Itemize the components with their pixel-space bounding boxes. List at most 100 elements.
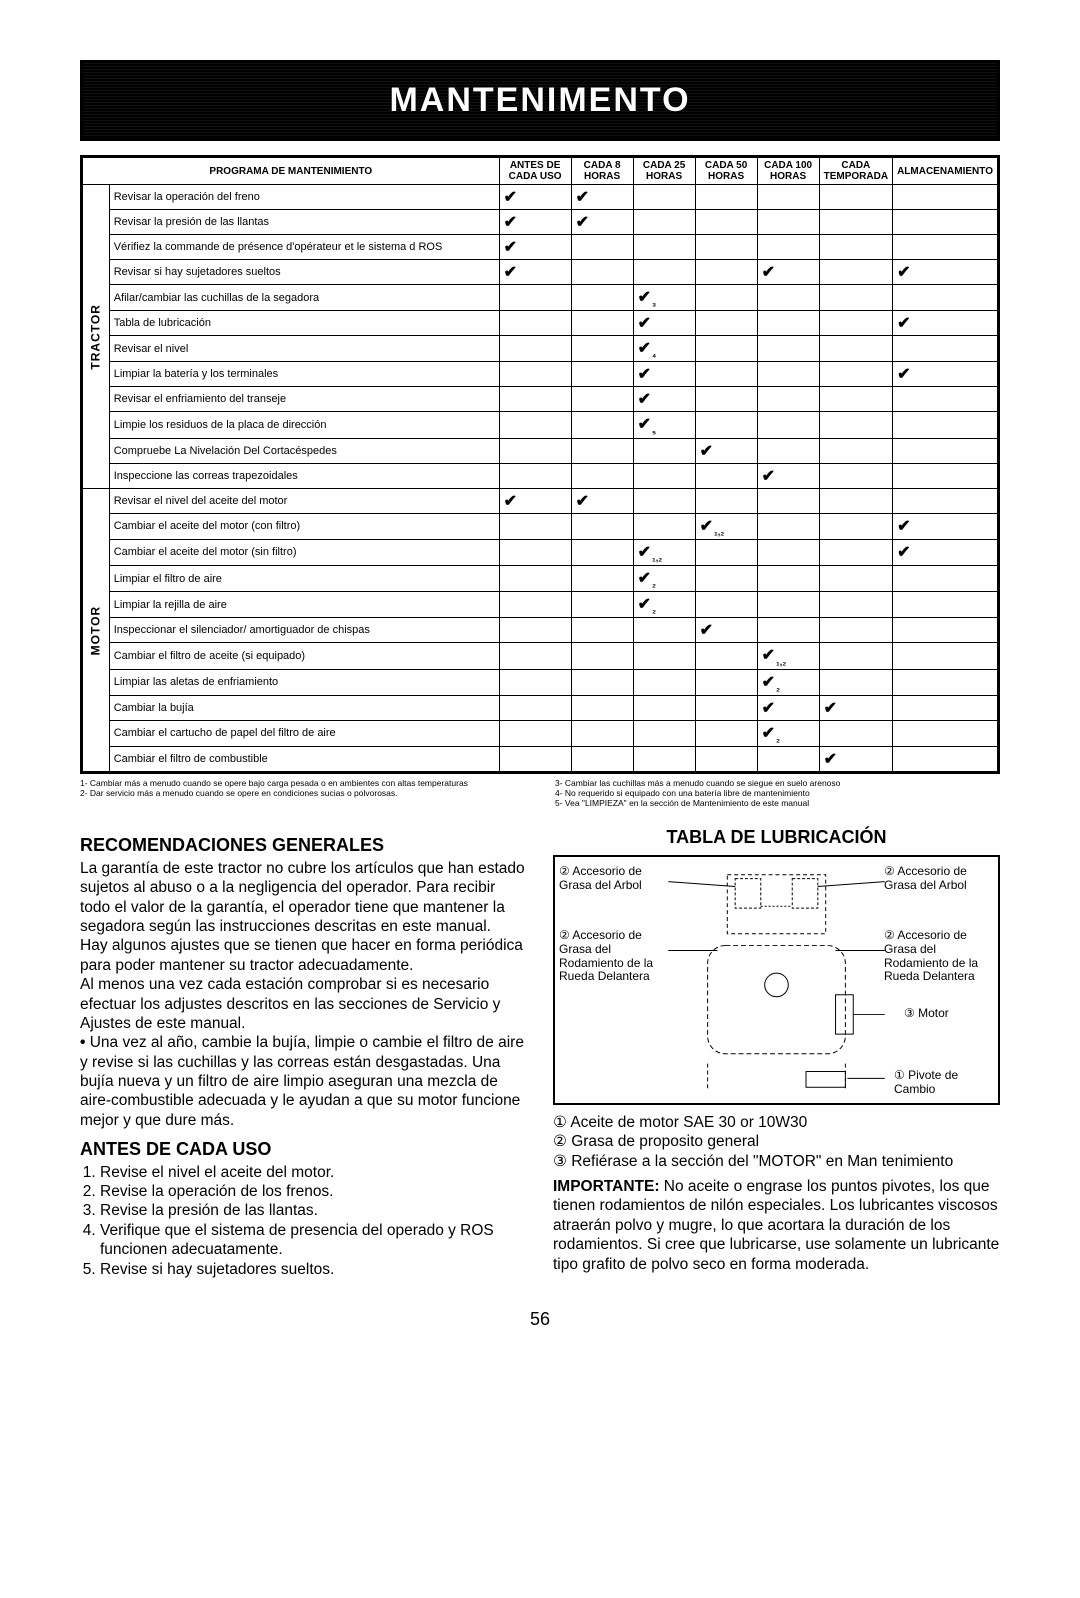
check-cell [819,311,892,336]
heading-antes: ANTES DE CADA USO [80,1138,527,1161]
table-row: Cambiar la bujía✔✔ [82,695,999,720]
check-cell [499,387,571,412]
row-label: Inspeccionar el silenciador/ amortiguado… [109,618,499,643]
check-cell: ✔ [757,695,819,720]
check-cell [893,387,999,412]
table-row: Revisar el enfriamiento del transeje✔ [82,387,999,412]
check-cell: ✔ [633,311,695,336]
check-cell [571,438,633,463]
check-cell [819,260,892,285]
page-title-banner: MANTENIMENTO [80,60,1000,141]
check-cell [695,539,757,565]
check-cell [819,643,892,669]
check-cell [893,669,999,695]
check-cell [893,618,999,643]
check-cell: ✔ [695,618,757,643]
check-cell [893,565,999,591]
check-cell [757,488,819,513]
check-cell [499,643,571,669]
row-label: Limpiar el filtro de aire [109,565,499,591]
check-cell [819,669,892,695]
check-cell [819,592,892,618]
check-cell [819,539,892,565]
check-cell [695,695,757,720]
check-cell [819,362,892,387]
table-row: Limpiar la rejilla de aire✔₂ [82,592,999,618]
check-cell: ✔₁,₂ [633,539,695,565]
check-cell [633,185,695,210]
check-cell [499,438,571,463]
check-cell [571,618,633,643]
check-cell [893,185,999,210]
check-cell: ✔₂ [757,669,819,695]
check-cell: ✔ [757,463,819,488]
paragraph: La garantía de este tractor no cubre los… [80,859,527,937]
table-row: Revisar la presión de las llantas✔✔ [82,210,999,235]
row-label: Limpie los residuos de la placa de direc… [109,412,499,438]
table-row: Afilar/cambiar las cuchillas de la segad… [82,285,999,311]
check-cell: ✔₂ [633,592,695,618]
check-cell: ✔ [499,210,571,235]
diagram-label: ③ Motor [904,1007,994,1021]
table-row: MOTORRevisar el nivel del aceite del mot… [82,488,999,513]
col-h-0: ANTES DE CADA USO [499,157,571,185]
check-cell [633,513,695,539]
check-cell: ✔₁,₂ [695,513,757,539]
check-cell [499,695,571,720]
check-cell [571,387,633,412]
check-cell [633,618,695,643]
check-cell [571,260,633,285]
legend-item: ③ Refiérase a la sección del "MOTOR" en … [553,1152,1000,1171]
check-cell [757,235,819,260]
check-cell [695,746,757,772]
table-footnotes: 1- Cambiar más a menudo cuando se opere … [80,778,1000,809]
footnote: 3- Cambiar las cuchillas más a menudo cu… [555,778,1000,788]
check-cell [499,669,571,695]
check-cell [571,720,633,746]
diagram-label: ② Accesorio de Grasa del Rodamiento de l… [559,929,669,984]
check-cell [695,336,757,362]
check-cell [757,387,819,412]
table-row: Inspeccionar el silenciador/ amortiguado… [82,618,999,643]
table-row: Compruebe La Nivelación Del Cortacéspede… [82,438,999,463]
paragraph: Al menos una vez cada estación comprobar… [80,975,527,1033]
table-row: Limpiar las aletas de enfriamiento✔₂ [82,669,999,695]
check-cell [819,618,892,643]
right-column: TABLA DE LUBRICACIÓN [553,826,1000,1279]
table-row: Limpiar la batería y los terminales✔✔ [82,362,999,387]
col-h-6: ALMACENAMIENTO [893,157,999,185]
check-cell [757,412,819,438]
check-cell [571,592,633,618]
check-cell [893,336,999,362]
check-cell: ✔₂ [757,720,819,746]
check-cell [893,695,999,720]
step-item: Revise si hay sujetadores sueltos. [100,1260,527,1279]
check-cell [571,695,633,720]
check-cell [819,513,892,539]
diagram-label: ② Accesorio de Grasa del Rodamiento de l… [884,929,994,984]
important-paragraph: IMPORTANTE: No aceite o engrase los punt… [553,1177,1000,1274]
check-cell [819,285,892,311]
check-cell [893,488,999,513]
check-cell [571,539,633,565]
table-row: TRACTORRevisar la operación del freno✔✔ [82,185,999,210]
check-cell [757,285,819,311]
row-label: Cambiar el filtro de aceite (si equipado… [109,643,499,669]
check-cell [695,720,757,746]
check-cell [571,669,633,695]
check-cell [819,488,892,513]
col-h-4: CADA 100 HORAS [757,157,819,185]
table-row: Limpiar el filtro de aire✔₂ [82,565,999,591]
check-cell [499,565,571,591]
check-cell [695,185,757,210]
check-cell: ✔ [893,311,999,336]
diagram-label: ② Accesorio de Grasa del Arbol [559,865,669,893]
check-cell: ✔ [499,185,571,210]
table-row: Tabla de lubricación✔✔ [82,311,999,336]
lubrication-diagram: ② Accesorio de Grasa del Arbol ② Accesor… [553,855,1000,1105]
check-cell: ✔ [499,488,571,513]
check-cell: ✔₄ [633,336,695,362]
check-cell [893,235,999,260]
row-label: Cambiar la bujía [109,695,499,720]
check-cell [571,513,633,539]
